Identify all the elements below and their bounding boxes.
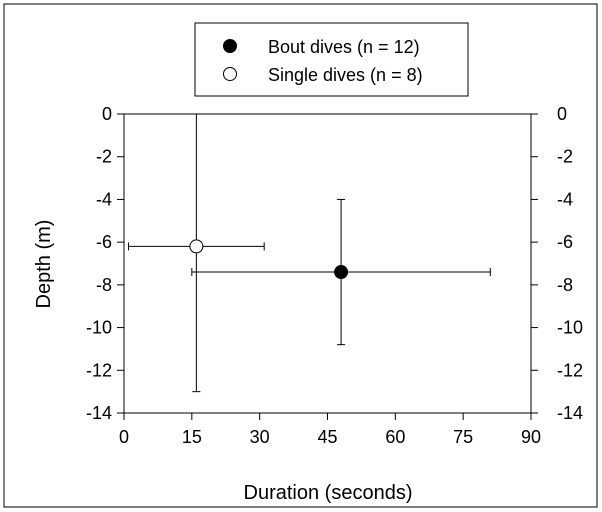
legend-label-bout-dives: Bout dives (n = 12) [268,37,420,57]
y-tick-label: -6 [96,232,112,252]
y-tick-label: -14 [86,403,112,423]
bout-dives-legend-marker [223,39,237,53]
plot-area [123,113,532,414]
y-right-tick-label: -8 [557,275,573,295]
y-tick-label: -2 [96,147,112,167]
y-axis-title: Depth (m) [33,220,55,309]
y-right-tick-label: -14 [557,403,583,423]
y-right-tick-label: -10 [557,318,583,338]
x-tick-label: 30 [250,427,270,447]
legend-box [194,22,469,97]
y-tick-label: -8 [96,275,112,295]
x-tick-label: 15 [182,427,202,447]
single-dives-point [189,239,204,254]
y-tick-label: 0 [102,104,112,124]
x-tick-label: 75 [453,427,473,447]
y-right-tick-label: -12 [557,360,583,380]
y-right-tick-label: -4 [557,189,573,209]
legend: Bout dives (n = 12) Single dives (n = 8) [194,22,469,97]
x-tick-label: 0 [119,427,129,447]
y-tick-label: -4 [96,189,112,209]
legend-label-single-dives: Single dives (n = 8) [268,65,423,85]
x-tick-label: 45 [317,427,337,447]
bout-dives-point [334,265,349,280]
y-tick-label: -10 [86,318,112,338]
figure-border [3,3,598,508]
y-right-tick-label: -2 [557,147,573,167]
x-tick-label: 90 [521,427,541,447]
y-axis-right: 0 -2 -4 -6 -8 -10 -12 -14 [531,104,583,423]
x-axis: 0 15 30 45 60 75 90 [119,413,541,447]
y-right-tick-label: 0 [557,104,567,124]
single-dives-legend-marker [223,67,237,81]
x-tick-label: 60 [385,427,405,447]
y-tick-label: -12 [86,360,112,380]
data-marks [128,113,491,393]
y-axis-left: 0 -2 -4 -6 -8 -10 -12 -14 [86,104,124,423]
x-axis-title: Duration (seconds) [244,482,413,504]
y-right-tick-label: -6 [557,232,573,252]
